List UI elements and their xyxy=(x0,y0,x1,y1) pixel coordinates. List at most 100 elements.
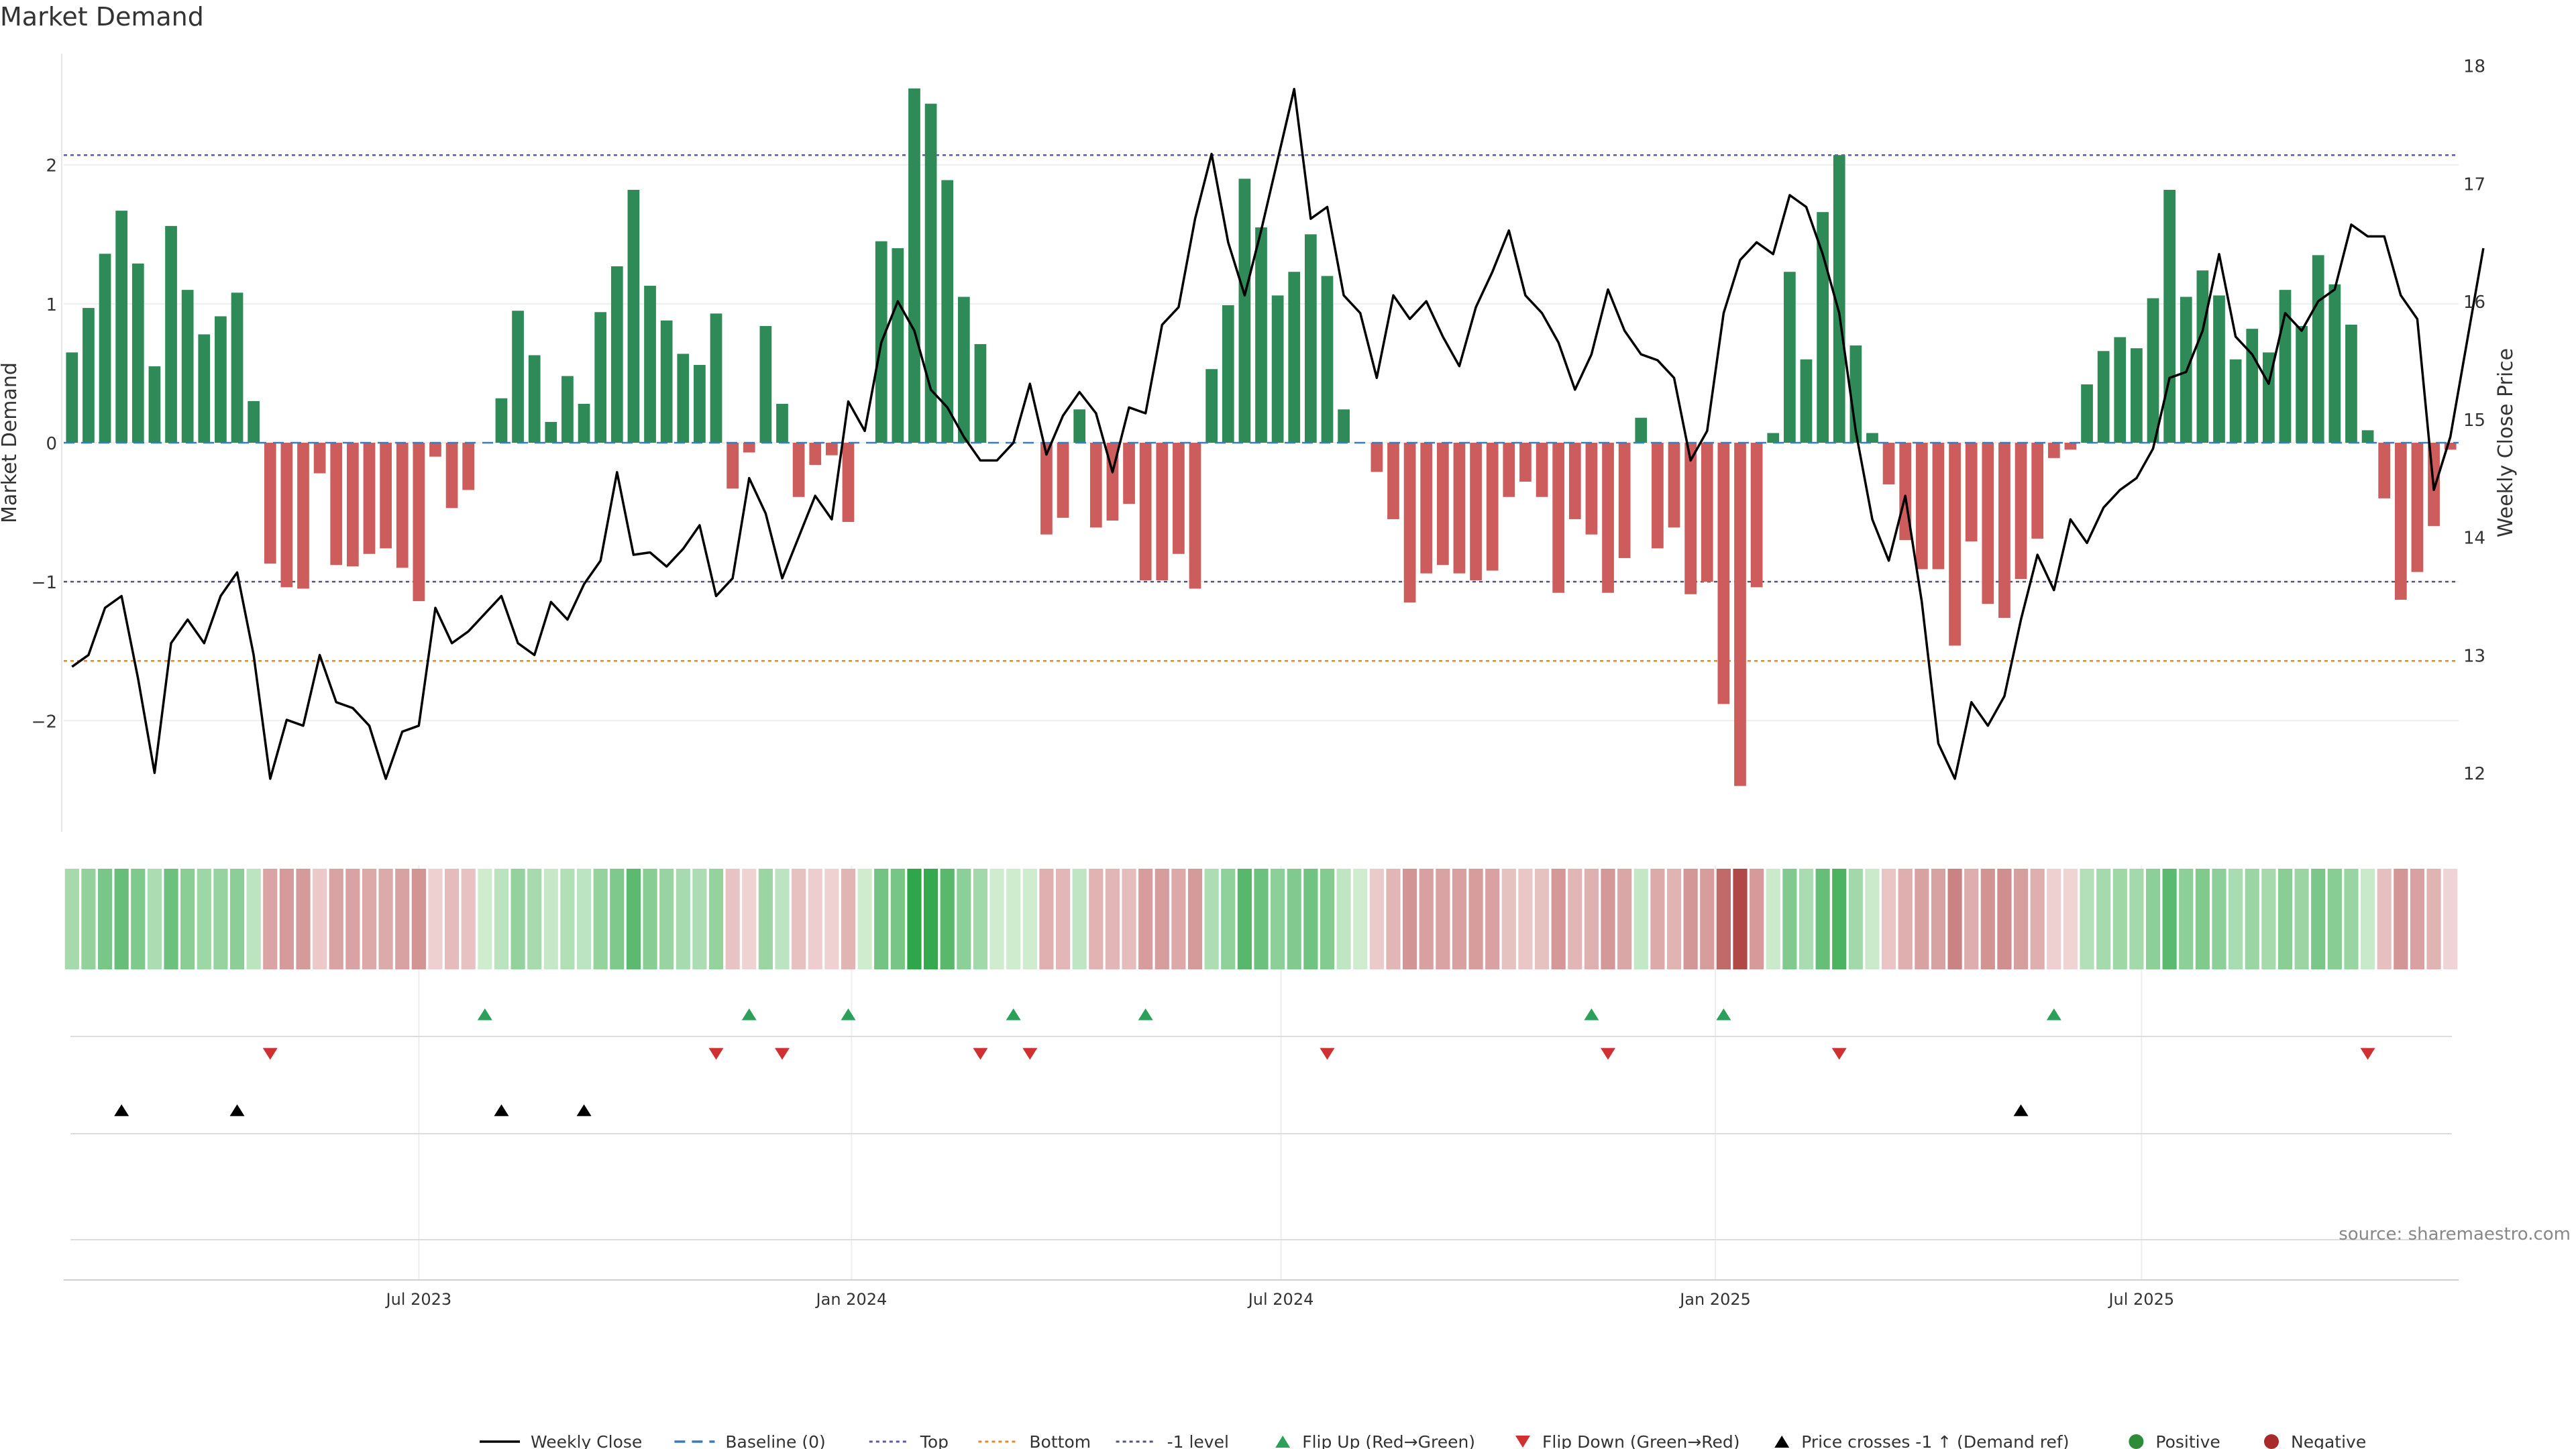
heat-cell xyxy=(874,869,889,969)
heat-cell xyxy=(313,869,327,969)
heat-cell xyxy=(1601,869,1615,969)
demand-bar xyxy=(2312,255,2324,443)
demand-bar xyxy=(215,316,227,443)
y2-tick-label: 14 xyxy=(2463,529,2485,549)
heat-cell xyxy=(1915,869,1929,969)
flip-up-marker xyxy=(741,1008,757,1020)
heat-cell xyxy=(1782,869,1797,969)
heat-cell xyxy=(824,869,839,969)
heat-cell xyxy=(2327,869,2342,969)
demand-bar xyxy=(2047,443,2060,458)
heat-cell xyxy=(659,869,674,969)
legend-label: Positive xyxy=(2155,1432,2220,1449)
demand-bar xyxy=(148,366,161,443)
demand-bar xyxy=(2345,324,2357,443)
demand-bar xyxy=(776,404,788,443)
heat-cell xyxy=(1617,869,1632,969)
demand-bar xyxy=(1288,272,1301,443)
heat-cell xyxy=(213,869,228,969)
heat-cell xyxy=(1452,869,1467,969)
heat-cell xyxy=(64,869,79,969)
flip-up-marker xyxy=(477,1008,492,1020)
heat-cell xyxy=(2410,869,2425,969)
legend-item: Negative xyxy=(2264,1432,2366,1449)
flip-down-marker xyxy=(973,1048,988,1060)
left-axis-ticks: −2 −1 0 1 2 xyxy=(32,156,57,733)
heat-cell xyxy=(131,869,146,969)
demand-bar xyxy=(727,443,739,489)
demand-bar xyxy=(2229,359,2242,443)
heat-cell xyxy=(989,869,1004,969)
demand-bar xyxy=(1965,443,1978,542)
demand-bar xyxy=(1189,443,1201,589)
demand-bar xyxy=(1635,417,1648,443)
demand-bar xyxy=(2394,443,2407,600)
heat-cell xyxy=(1369,869,1384,969)
demand-bar xyxy=(1073,409,1086,443)
demand-bar xyxy=(248,400,260,443)
heat-cell xyxy=(742,869,757,969)
demand-bar xyxy=(1470,443,1482,581)
demand-bar xyxy=(1436,443,1449,566)
demand-bar xyxy=(941,180,954,443)
y2-tick-label: 13 xyxy=(2463,646,2485,666)
demand-bar xyxy=(165,225,177,443)
legend-key-dot-marker xyxy=(2264,1434,2279,1449)
heat-cell xyxy=(2112,869,2127,969)
heat-cell xyxy=(857,869,872,969)
demand-bar xyxy=(660,320,673,443)
heat-cell xyxy=(1750,869,1764,969)
y2-axis-label: Weekly Close Price xyxy=(2494,348,2518,537)
demand-bar xyxy=(429,443,441,457)
heat-cell xyxy=(1931,869,1946,969)
heat-cell xyxy=(560,869,575,969)
demand-bar xyxy=(2064,443,2077,450)
x-tick-label: Jan 2025 xyxy=(1678,1290,1751,1309)
heat-cell xyxy=(1105,869,1120,969)
demand-bar xyxy=(297,443,309,589)
flip-up-marker xyxy=(841,1008,856,1020)
y-tick-label: 2 xyxy=(46,156,57,176)
demand-bar xyxy=(594,312,607,443)
legend-item: Flip Up (Red→Green) xyxy=(1275,1432,1475,1449)
legend-label: Weekly Close xyxy=(531,1432,642,1449)
demand-bar xyxy=(330,443,343,566)
heat-cell xyxy=(511,869,525,969)
demand-bar xyxy=(1949,443,1961,646)
demand-bar xyxy=(1684,443,1697,594)
heat-cell xyxy=(296,869,311,969)
heat-cell xyxy=(428,869,443,969)
heat-cell xyxy=(444,869,460,969)
heat-cell xyxy=(81,869,96,969)
flip-down-marker xyxy=(1320,1048,1335,1060)
heat-cell xyxy=(973,869,988,969)
legend-key-triangle-up xyxy=(1275,1436,1291,1448)
demand-bar xyxy=(1271,295,1284,443)
demand-bar xyxy=(231,292,244,443)
demand-bar xyxy=(2097,351,2110,443)
demand-bar xyxy=(1717,443,1730,704)
heat-cell xyxy=(180,869,195,969)
legend-label: Bottom xyxy=(1029,1432,1091,1449)
heat-cell xyxy=(114,869,129,969)
heat-cell xyxy=(246,869,261,969)
demand-bar xyxy=(1767,433,1780,443)
demand-bar xyxy=(2163,190,2176,443)
heat-cell xyxy=(1402,869,1417,969)
heat-cell xyxy=(1039,869,1054,969)
demand-bar xyxy=(1734,443,1746,786)
heat-cell xyxy=(2080,869,2094,969)
heat-cell xyxy=(890,869,905,969)
demand-bar xyxy=(1568,443,1581,519)
heat-cell xyxy=(279,869,294,969)
y2-tick-label: 18 xyxy=(2463,57,2485,77)
heat-cell xyxy=(1386,869,1401,969)
demand-bar xyxy=(1668,443,1680,528)
flip-down-marker xyxy=(2360,1048,2375,1060)
demand-bar xyxy=(2328,284,2341,443)
demand-bar xyxy=(1817,212,1829,443)
demand-bar xyxy=(363,443,376,554)
demand-bar xyxy=(1139,443,1152,581)
heat-cell xyxy=(164,869,178,969)
demand-bar xyxy=(462,443,475,490)
